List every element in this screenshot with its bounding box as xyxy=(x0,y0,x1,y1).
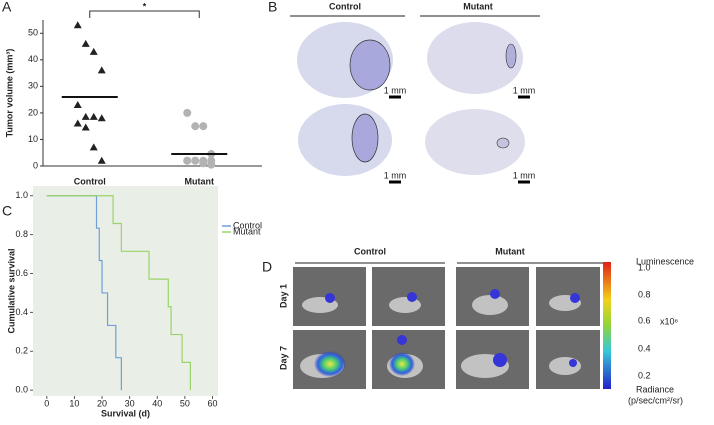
y-axis-label: Tumor volume (mm³) xyxy=(4,49,14,138)
colorbar-unit: (p/sec/cm²/sr) xyxy=(628,395,683,405)
panel-letter: C xyxy=(2,203,12,219)
brain-section xyxy=(425,109,525,175)
y-tick-label: 0 xyxy=(33,160,38,170)
data-point xyxy=(89,47,98,55)
colorbar xyxy=(603,262,611,389)
panel-b: B Control Mutant 1 mm 1 mm 1 mm 1 mm xyxy=(268,0,540,184)
y-tick-label: 0.6 xyxy=(15,268,28,278)
y-tick-label: 20 xyxy=(28,107,38,117)
x-tick-label: 60 xyxy=(207,398,217,408)
panel-letter: A xyxy=(2,0,12,15)
y-axis-label: Cumulative survival xyxy=(6,248,16,333)
x-tick-label: 0 xyxy=(44,398,49,408)
colorbar-tick: 1.0 xyxy=(638,262,651,272)
scale-label: 1 mm xyxy=(384,85,407,95)
column-header: Mutant xyxy=(463,1,493,11)
significance-bracket xyxy=(89,10,200,18)
signal xyxy=(325,289,580,367)
x-tick-label: 50 xyxy=(180,398,190,408)
data-point xyxy=(191,156,200,165)
y-tick-label: 50 xyxy=(28,28,38,38)
x-axis-label: Survival (d) xyxy=(101,408,150,418)
colorbar-multiplier: x10⁶ xyxy=(660,316,679,326)
legend-label: Mutant xyxy=(233,226,261,236)
panel-letter: D xyxy=(262,259,272,275)
scale-label: 1 mm xyxy=(513,170,536,180)
signal xyxy=(314,351,346,377)
column-header: Control xyxy=(354,246,386,256)
data-point xyxy=(81,39,90,47)
row-label: Day 7 xyxy=(278,346,288,370)
x-tick-label: Control xyxy=(74,176,106,186)
y-tick-label: 0.4 xyxy=(15,307,28,317)
data-point xyxy=(73,21,82,29)
data-point xyxy=(73,119,82,127)
y-tick-label: 0.8 xyxy=(15,229,28,239)
data-point xyxy=(97,114,106,122)
data-point xyxy=(183,156,192,165)
tumor xyxy=(496,137,510,149)
panel-letter: B xyxy=(268,0,277,15)
colorbar-tick: 0.8 xyxy=(638,289,651,299)
data-point xyxy=(89,143,98,151)
data-point xyxy=(207,160,216,169)
y-tick-label: 0.2 xyxy=(15,346,28,356)
tumor xyxy=(351,113,379,163)
significance: * xyxy=(143,1,147,11)
data-point xyxy=(73,100,82,108)
x-tick-label: 10 xyxy=(69,398,79,408)
colorbar-tick: 0.6 xyxy=(638,315,651,325)
colorbar-unit-name: Radiance xyxy=(636,384,674,394)
colorbar-tick: 0.2 xyxy=(638,370,651,380)
tumor xyxy=(505,43,517,69)
scale-label: 1 mm xyxy=(384,170,407,180)
y-tick-label: 40 xyxy=(28,54,38,64)
y-tick-label: 0.0 xyxy=(15,385,28,395)
data-point xyxy=(191,122,200,131)
x-tick-label: 40 xyxy=(152,398,162,408)
brain-section xyxy=(427,22,523,94)
colorbar-tick: 0.4 xyxy=(638,343,651,353)
x-tick-label: 20 xyxy=(97,398,107,408)
signal xyxy=(389,352,415,376)
column-header: Control xyxy=(329,1,361,11)
row-label: Day 1 xyxy=(278,284,288,308)
scale-label: 1 mm xyxy=(513,85,536,95)
x-tick-label: 30 xyxy=(125,398,135,408)
data-point xyxy=(183,108,192,117)
data-point xyxy=(81,112,90,120)
column-header: Mutant xyxy=(495,246,525,256)
colorbar-title: Luminescence xyxy=(636,256,694,266)
panel-d: D Control Mutant Day 1 Day 7 Luminescenc… xyxy=(262,246,694,405)
data-point xyxy=(81,123,90,131)
data-point xyxy=(97,66,106,74)
data-point xyxy=(199,122,208,131)
legend-label: Control xyxy=(233,220,262,230)
x-tick-label: Mutant xyxy=(185,176,215,186)
survival-curve xyxy=(46,195,191,391)
y-tick-label: 1.0 xyxy=(15,190,28,200)
tumor xyxy=(349,39,391,91)
data-point xyxy=(89,112,98,120)
survival-curve xyxy=(46,195,122,391)
y-tick-label: 10 xyxy=(28,134,38,144)
y-tick-label: 30 xyxy=(28,81,38,91)
plot-background xyxy=(33,186,218,396)
data-point xyxy=(97,156,106,164)
data-point xyxy=(199,159,208,168)
